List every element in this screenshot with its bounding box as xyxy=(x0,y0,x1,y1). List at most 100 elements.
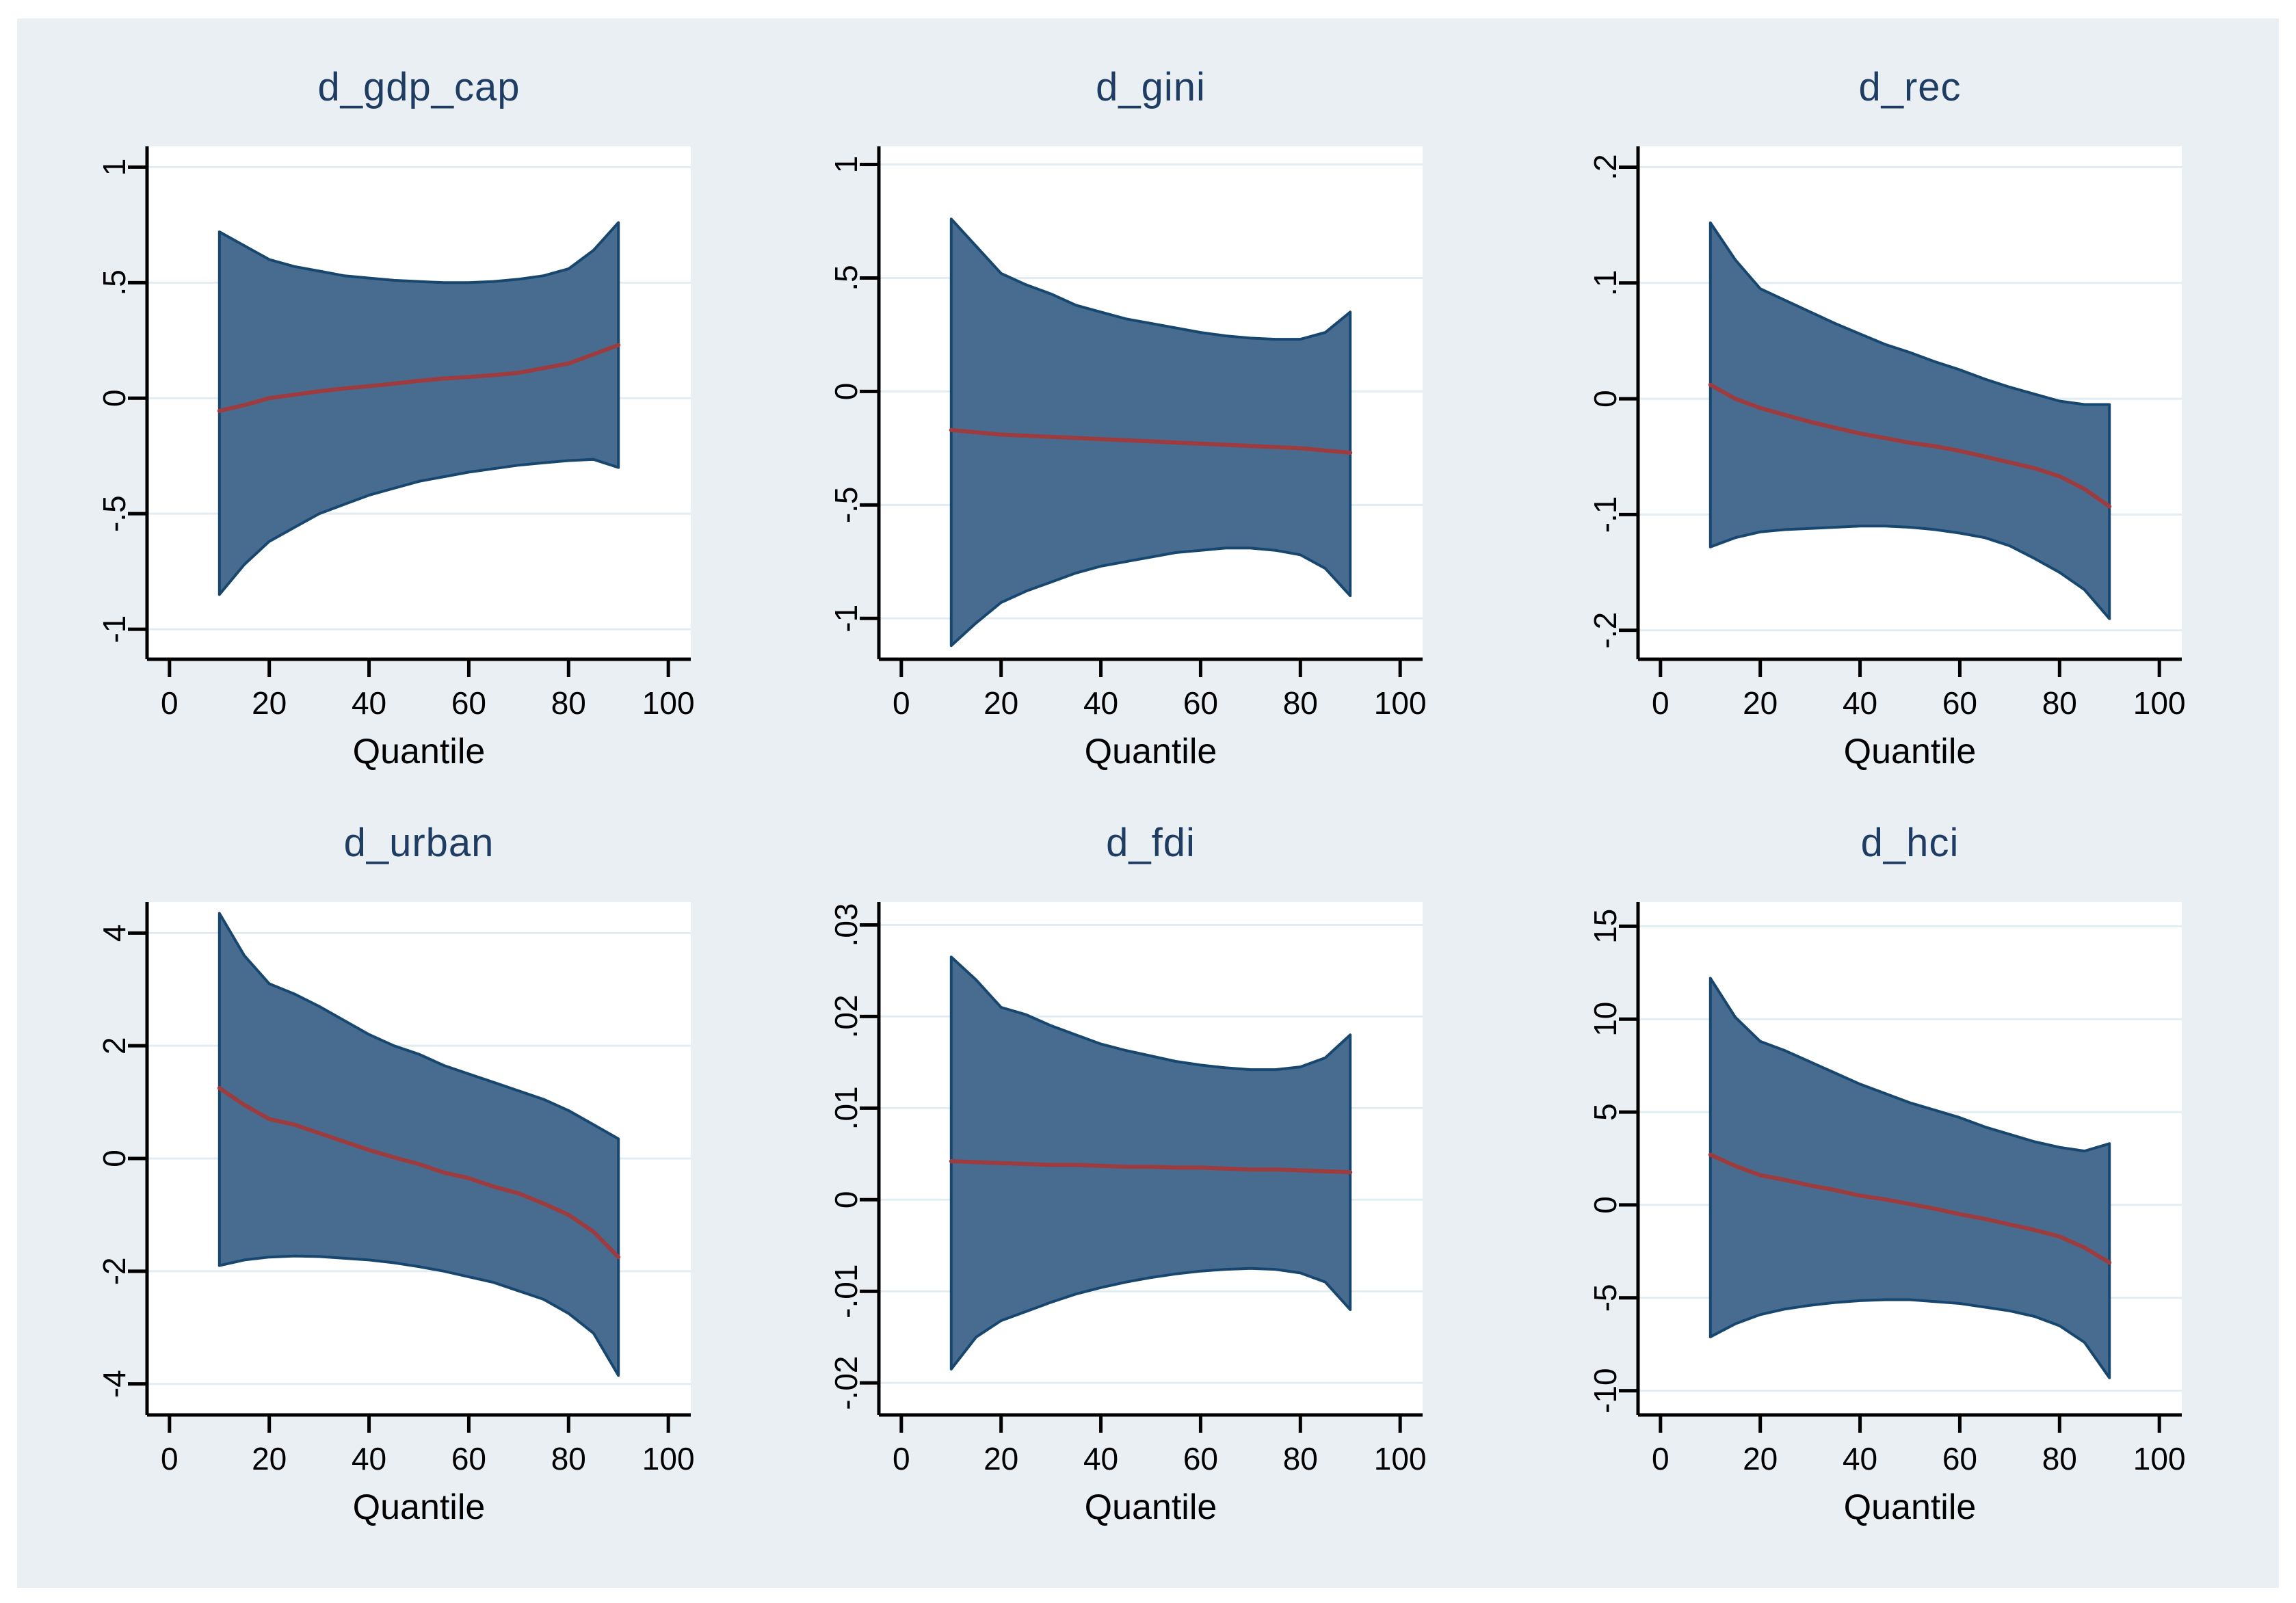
x-tick-label: 40 xyxy=(1083,1441,1118,1476)
confidence-band xyxy=(1708,977,2111,1379)
x-tick-label: 60 xyxy=(1183,1441,1218,1476)
y-tick-label: -.5 xyxy=(96,495,132,532)
y-tick-label: -.01 xyxy=(828,1264,864,1319)
y-tick-label: -1 xyxy=(828,605,864,633)
panel-d_rec: d_rec .2 .1 0 -.1 -.2 0 20 40 60 80 100 Quantile xyxy=(1501,56,2240,819)
x-tick-label: 0 xyxy=(161,685,179,721)
y-tick-label: .2 xyxy=(1587,154,1623,180)
y-tick-label: .01 xyxy=(828,1086,864,1130)
confidence-band xyxy=(949,955,1352,1370)
y-tick-label: 5 xyxy=(1587,1103,1623,1121)
x-tick-label: 40 xyxy=(1083,685,1118,721)
panel-d_urban: d_urban 4 2 0 -2 -4 0 20 40 60 80 100 Quantile xyxy=(10,812,749,1574)
x-tick-label: 100 xyxy=(1374,1441,1427,1476)
y-tick-label: -.2 xyxy=(1587,612,1623,649)
chart-canvas-d_fdi: .03 .02 .01 0 -.01 -.02 0 20 40 60 80 100 Quantile xyxy=(828,902,1427,1527)
x-axis-title: Quantile xyxy=(1844,1487,1977,1527)
x-tick-label: 100 xyxy=(642,1441,695,1476)
x-tick-label: 20 xyxy=(1743,685,1778,721)
y-tick-label: 1 xyxy=(96,159,132,176)
y-tick-label: -1 xyxy=(96,615,132,644)
x-axis-title: Quantile xyxy=(353,1487,486,1527)
x-tick-label: 0 xyxy=(161,1441,179,1476)
x-tick-label: 80 xyxy=(2042,1441,2077,1476)
x-tick-label: 0 xyxy=(893,685,910,721)
x-tick-label: 40 xyxy=(352,1441,386,1476)
confidence-band xyxy=(949,217,1352,648)
y-tick-label: .03 xyxy=(828,903,864,947)
y-tick-label: -.5 xyxy=(828,486,864,523)
x-tick-label: 20 xyxy=(252,1441,287,1476)
y-tick-label: -.02 xyxy=(828,1355,864,1409)
confidence-band xyxy=(217,912,620,1377)
y-tick-label: 0 xyxy=(96,389,132,407)
x-tick-label: 0 xyxy=(1652,685,1670,721)
estimate-line xyxy=(1708,1152,2112,1265)
panel-d_gdp_cap: d_gdp_cap 1 .5 0 -.5 -1 0 20 40 60 80 100 Quantile xyxy=(10,56,749,819)
chart-canvas-d_gini: 1 .5 0 -.5 -1 0 20 40 60 80 100 Quantile xyxy=(828,146,1427,771)
x-tick-label: 20 xyxy=(1743,1441,1778,1476)
y-tick-label: 0 xyxy=(96,1150,132,1167)
x-axis-title: Quantile xyxy=(1844,732,1977,771)
confidence-band xyxy=(217,221,620,596)
y-tick-label: 0 xyxy=(1587,1196,1623,1214)
estimate-line xyxy=(949,427,1353,455)
chart-title: d_rec xyxy=(1858,65,1962,109)
x-tick-label: 80 xyxy=(2042,685,2077,721)
y-tick-label: 1 xyxy=(828,156,864,174)
y-tick-label: .5 xyxy=(96,269,132,295)
x-axis-title: Quantile xyxy=(1085,1487,1217,1527)
confidence-band xyxy=(1708,221,2111,620)
x-tick-label: 60 xyxy=(451,685,486,721)
chart-canvas-d_gdp_cap: 1 .5 0 -.5 -1 0 20 40 60 80 100 Quantile xyxy=(96,146,695,771)
panel-d_fdi: d_fdi .03 .02 .01 0 -.01 -.02 0 20 40 60 80 100 Quan… xyxy=(742,812,1481,1574)
x-tick-label: 80 xyxy=(1283,1441,1318,1476)
x-tick-label: 40 xyxy=(352,685,386,721)
panel-d_hci: d_hci 15 10 5 0 -5 -10 0 20 40 60 80 100 Quantile xyxy=(1501,812,2240,1574)
estimate-line xyxy=(217,1086,621,1260)
y-tick-label: 0 xyxy=(828,383,864,401)
x-axis-title: Quantile xyxy=(1085,732,1217,771)
x-tick-label: 80 xyxy=(1283,685,1318,721)
x-tick-label: 60 xyxy=(1942,685,1977,721)
y-tick-label: 0 xyxy=(828,1191,864,1208)
y-tick-label: 2 xyxy=(96,1037,132,1055)
y-tick-label: -2 xyxy=(96,1257,132,1285)
chart-canvas-d_rec: .2 .1 0 -.1 -.2 0 20 40 60 80 100 Quantile xyxy=(1587,146,2186,771)
y-tick-label: .1 xyxy=(1587,270,1623,296)
x-tick-label: 60 xyxy=(1942,1441,1977,1476)
x-tick-label: 80 xyxy=(551,1441,586,1476)
estimate-line xyxy=(949,1159,1353,1175)
y-tick-label: .02 xyxy=(828,994,864,1038)
x-tick-label: 40 xyxy=(1843,1441,1877,1476)
y-tick-label: 15 xyxy=(1587,909,1623,944)
y-tick-label: .5 xyxy=(828,265,864,291)
y-tick-label: -4 xyxy=(96,1370,132,1398)
x-tick-label: 100 xyxy=(2133,1441,2186,1476)
chart-title: d_fdi xyxy=(1106,821,1196,865)
x-tick-label: 60 xyxy=(451,1441,486,1476)
chart-canvas-d_hci: 15 10 5 0 -5 -10 0 20 40 60 80 100 Quantile xyxy=(1587,902,2186,1527)
x-tick-label: 100 xyxy=(1374,685,1427,721)
y-tick-label: -.1 xyxy=(1587,496,1623,533)
chart-title: d_urban xyxy=(343,821,494,865)
x-tick-label: 20 xyxy=(984,1441,1018,1476)
y-tick-label: -10 xyxy=(1587,1368,1623,1413)
chart-title: d_gdp_cap xyxy=(317,65,520,109)
x-tick-label: 20 xyxy=(252,685,287,721)
x-tick-label: 60 xyxy=(1183,685,1218,721)
x-tick-label: 0 xyxy=(1652,1441,1670,1476)
chart-title: d_hci xyxy=(1860,821,1959,865)
x-tick-label: 80 xyxy=(551,685,586,721)
estimate-line xyxy=(217,343,621,413)
y-tick-label: -5 xyxy=(1587,1284,1623,1312)
x-tick-label: 0 xyxy=(893,1441,910,1476)
x-tick-label: 100 xyxy=(2133,685,2186,721)
estimate-line xyxy=(1708,382,2112,509)
panel-d_gini: d_gini 1 .5 0 -.5 -1 0 20 40 60 80 100 Quantile xyxy=(742,56,1481,819)
x-tick-label: 20 xyxy=(984,685,1018,721)
y-tick-label: 4 xyxy=(96,925,132,942)
y-tick-label: 0 xyxy=(1587,390,1623,408)
x-tick-label: 100 xyxy=(642,685,695,721)
